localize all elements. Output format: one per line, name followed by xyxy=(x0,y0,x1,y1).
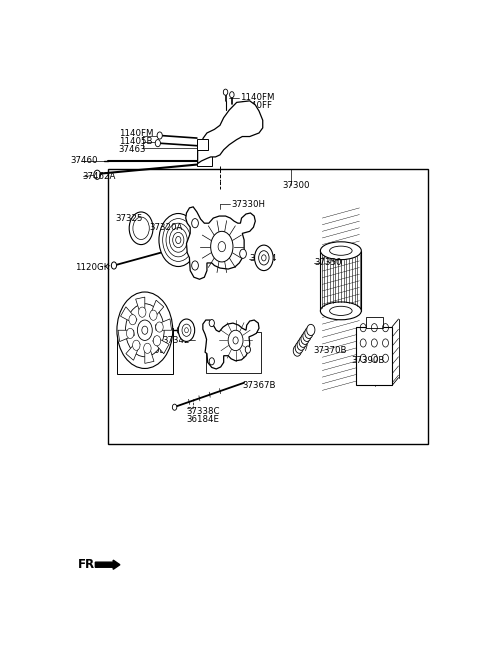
Circle shape xyxy=(153,336,161,346)
Circle shape xyxy=(111,262,117,269)
Circle shape xyxy=(305,327,313,338)
Circle shape xyxy=(254,245,273,271)
Circle shape xyxy=(156,322,163,332)
Ellipse shape xyxy=(321,242,361,260)
Circle shape xyxy=(126,328,134,338)
Bar xyxy=(108,169,428,444)
Polygon shape xyxy=(145,345,154,363)
Circle shape xyxy=(178,319,195,342)
Circle shape xyxy=(125,304,164,357)
Circle shape xyxy=(155,140,160,147)
Circle shape xyxy=(245,346,251,353)
Circle shape xyxy=(240,249,246,258)
FancyArrow shape xyxy=(96,560,120,569)
Circle shape xyxy=(192,218,198,228)
Polygon shape xyxy=(118,330,134,342)
Text: 37340E: 37340E xyxy=(132,346,166,355)
Text: 37338C: 37338C xyxy=(186,407,220,416)
Polygon shape xyxy=(150,300,164,320)
Text: 1120GK: 1120GK xyxy=(75,263,109,271)
Circle shape xyxy=(301,333,309,344)
Bar xyxy=(197,138,208,150)
Text: 1140FM: 1140FM xyxy=(240,93,275,102)
Circle shape xyxy=(307,324,315,336)
Text: 37325: 37325 xyxy=(115,214,143,222)
Circle shape xyxy=(223,89,228,95)
Bar xyxy=(366,318,383,328)
Polygon shape xyxy=(203,320,259,369)
Circle shape xyxy=(293,345,301,356)
Text: 37320A: 37320A xyxy=(149,223,183,232)
Ellipse shape xyxy=(321,302,361,320)
Polygon shape xyxy=(136,297,145,316)
Text: 37300: 37300 xyxy=(282,181,310,190)
Text: FR.: FR. xyxy=(77,558,99,571)
Circle shape xyxy=(211,231,233,262)
Circle shape xyxy=(192,261,198,270)
Polygon shape xyxy=(153,337,169,354)
Text: 37390B: 37390B xyxy=(351,356,384,365)
Text: 1140FF: 1140FF xyxy=(240,101,273,111)
Circle shape xyxy=(117,292,173,369)
Circle shape xyxy=(209,357,215,365)
Ellipse shape xyxy=(330,246,352,256)
Text: 37342: 37342 xyxy=(162,336,190,345)
Circle shape xyxy=(297,339,305,350)
Circle shape xyxy=(172,404,177,410)
Text: 11405B: 11405B xyxy=(119,137,152,146)
Circle shape xyxy=(228,330,243,351)
Text: 37463: 37463 xyxy=(119,145,146,154)
Circle shape xyxy=(226,126,233,136)
Polygon shape xyxy=(126,341,140,360)
Polygon shape xyxy=(156,319,172,330)
Polygon shape xyxy=(120,307,137,324)
Bar xyxy=(117,328,173,373)
Circle shape xyxy=(157,132,162,139)
Bar xyxy=(197,154,212,166)
Polygon shape xyxy=(186,207,255,279)
Circle shape xyxy=(94,170,100,179)
Bar xyxy=(206,332,261,373)
Polygon shape xyxy=(198,101,263,164)
Circle shape xyxy=(137,320,152,340)
Text: 1140FM: 1140FM xyxy=(119,130,153,138)
Text: 37330H: 37330H xyxy=(231,200,265,209)
Ellipse shape xyxy=(330,307,352,316)
Circle shape xyxy=(240,102,252,120)
Circle shape xyxy=(295,342,303,354)
Text: 37460: 37460 xyxy=(70,156,97,166)
Circle shape xyxy=(229,91,234,98)
Circle shape xyxy=(303,330,311,342)
Text: 37367B: 37367B xyxy=(242,381,276,390)
Circle shape xyxy=(132,340,140,350)
Circle shape xyxy=(129,314,136,325)
Circle shape xyxy=(129,212,153,244)
Circle shape xyxy=(159,214,198,267)
Text: 37350: 37350 xyxy=(314,258,342,267)
Circle shape xyxy=(144,343,151,354)
Circle shape xyxy=(209,320,215,326)
Text: 36184E: 36184E xyxy=(186,416,219,424)
Circle shape xyxy=(150,310,157,320)
Bar xyxy=(356,326,392,385)
Text: 37334: 37334 xyxy=(250,254,277,263)
Text: 37370B: 37370B xyxy=(313,346,347,355)
Circle shape xyxy=(299,336,307,348)
Circle shape xyxy=(139,307,146,317)
Text: 37462A: 37462A xyxy=(83,172,116,181)
